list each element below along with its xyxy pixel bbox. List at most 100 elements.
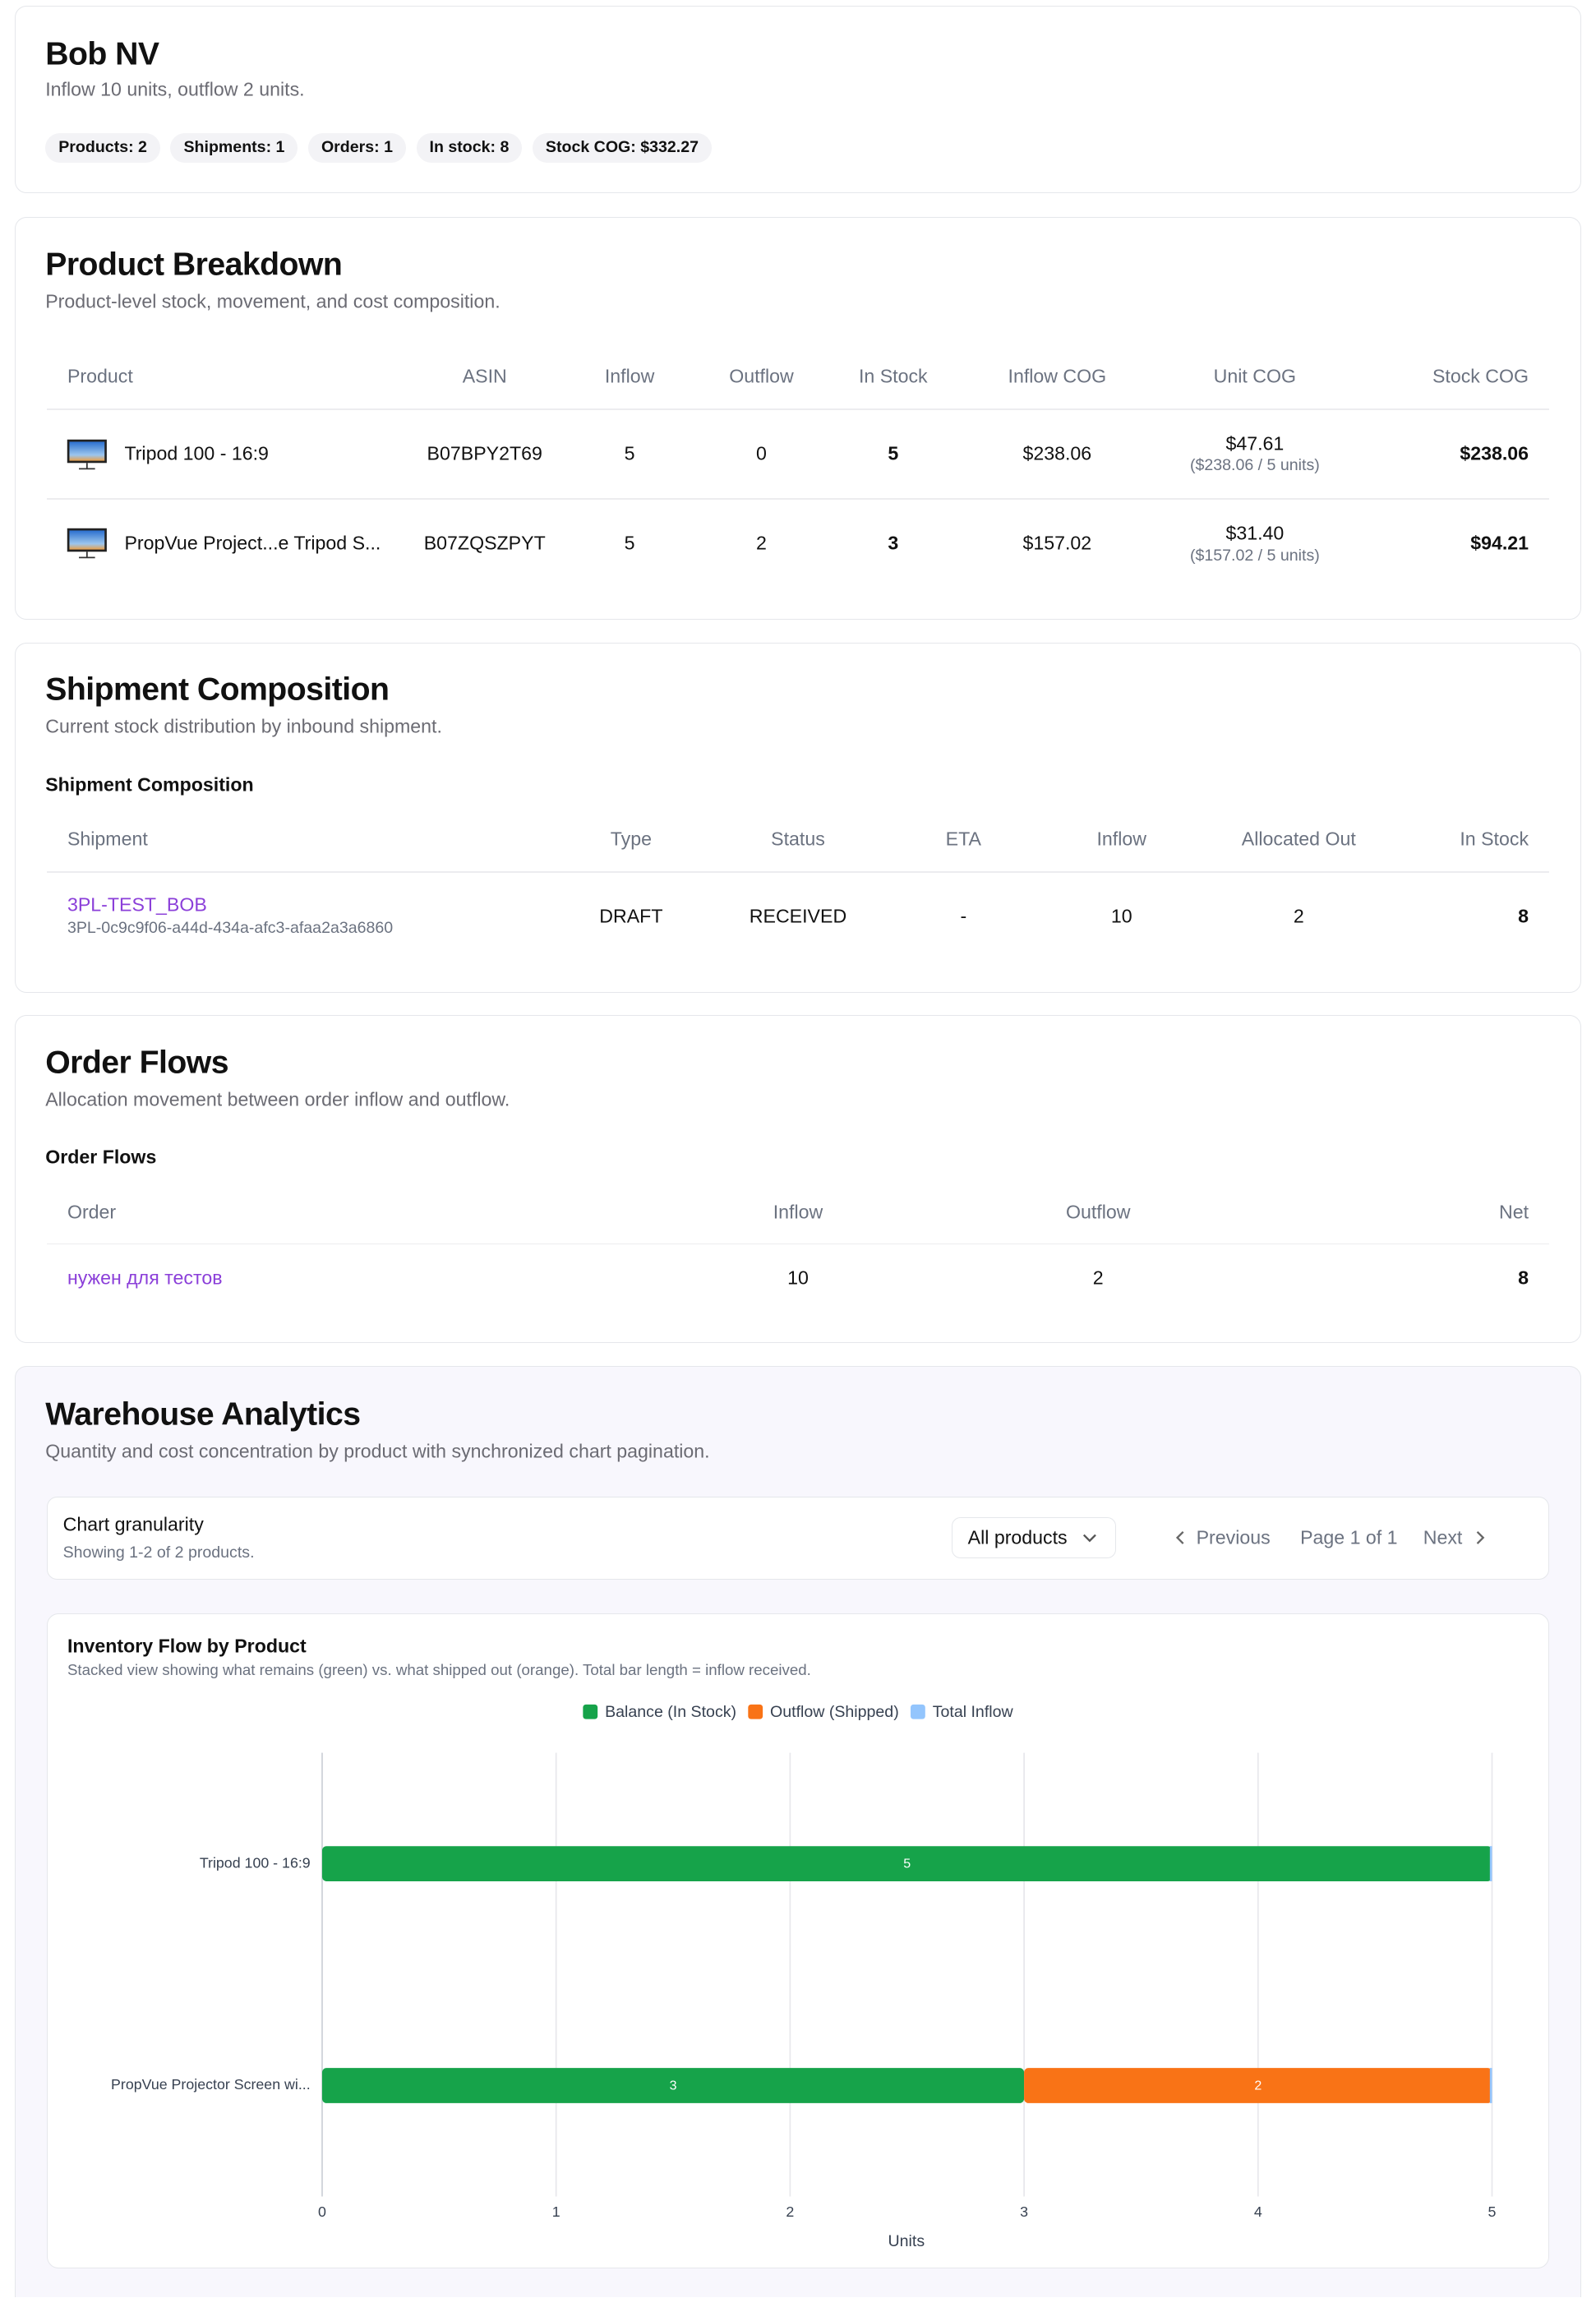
badge: Shipments: 1 [170,133,298,163]
x-tick-label: 0 [318,2203,326,2220]
column-header: ETA [945,828,981,850]
chevron-left [1175,1530,1184,1544]
badge: Stock COG: $332.27 [532,133,713,163]
y-tick-label: Tripod 100 - 16:9 [200,1854,311,1871]
column-header: Shipment [67,828,148,850]
column-header: Outflow [729,365,794,387]
cell: 5 [888,442,899,464]
column-header: Net [1498,1201,1529,1223]
divider [47,408,1549,410]
column-header: Stock COG [1432,365,1529,387]
column-header: ASIN [462,365,507,387]
divider [47,497,1549,500]
cell: 2 [756,532,767,554]
chart-subtitle: Stacked view showing what remains (green… [67,1661,811,1678]
section-title: Order Flows [45,1045,228,1081]
shipment-link[interactable]: 3PL-TEST_BOB [67,893,207,916]
column-header: Status [771,828,825,850]
column-header: Inflow [773,1201,823,1223]
cell: $157.02 [1022,532,1092,554]
bar-segment [321,1846,1492,1881]
controls-info: Showing 1-2 of 2 products. [62,1544,255,1562]
bar-segment [1024,2068,1492,2103]
chart-card [47,1613,1549,2268]
cell: 0 [756,442,767,464]
column-header: Unit COG [1213,365,1297,387]
column-header: Inflow COG [1008,365,1107,387]
product-thumbnail [67,439,108,470]
cell: 2 [1092,1267,1104,1289]
section-subtitle: Current stock distribution by inbound sh… [45,715,442,737]
column-header: In Stock [1460,828,1529,850]
column-header: Inflow [1096,828,1146,850]
x-tick-label: 3 [1020,2203,1028,2220]
badge: Orders: 1 [307,133,407,163]
column-header: Type [610,828,652,850]
cell: Tripod 100 - 16:9 [124,442,269,464]
divider [47,1243,1549,1245]
y-tick-label: PropVue Projector Screen wi... [111,2076,311,2093]
badge: Products: 2 [45,133,160,163]
table-heading: Order Flows [45,1145,157,1167]
cell: PropVue Project...e Tripod S... [124,532,381,554]
total-inflow-mark [1489,1846,1492,1881]
column-header: Outflow [1065,1201,1131,1223]
cell-detail: ($238.06 / 5 units) [1189,455,1320,474]
legend-label: Balance (In Stock) [605,1703,736,1721]
legend-swatch [910,1704,925,1719]
section-subtitle: Quantity and cost concentration by produ… [45,1440,710,1462]
next-button[interactable]: Next [1423,1526,1463,1548]
product-filter[interactable] [952,1516,1116,1558]
cell-detail: ($157.02 / 5 units) [1189,547,1320,565]
x-tick-label: 5 [1488,2203,1497,2220]
x-axis-label: Units [888,2232,925,2250]
column-header: Inflow [604,365,655,387]
data-label: 3 [670,2079,677,2093]
cell: 5 [624,442,635,464]
cell: - [960,905,967,927]
previous-button[interactable]: Previous [1196,1526,1271,1548]
cell: 8 [1518,1267,1529,1289]
subtitle: Inflow 10 units, outflow 2 units. [45,78,305,100]
controls-panel [47,1496,1549,1580]
x-tick-label: 2 [786,2203,794,2220]
title: Bob NV [45,36,159,72]
section-title: Product Breakdown [45,247,343,283]
badge: In stock: 8 [416,133,523,163]
column-header: Allocated Out [1241,828,1356,850]
total-inflow-mark [1489,2068,1492,2103]
shipment-id: 3PL-0c9c9f06-a44d-434a-afc3-afaa2a3a6860 [67,918,394,937]
table-heading: Shipment Composition [45,773,254,796]
cell: $31.40 [1225,521,1285,543]
legend-swatch [583,1704,598,1719]
column-header: Order [67,1201,117,1223]
shipment-card [14,643,1582,993]
column-header: Product [67,365,133,387]
cell: B07BPY2T69 [427,442,542,464]
section-title: Shipment Composition [45,671,390,708]
orders-card [14,1014,1582,1343]
legend-label: Total Inflow [933,1703,1014,1721]
cell: 8 [1518,905,1529,927]
controls-label: Chart granularity [62,1513,204,1535]
badges: Products: 2 Shipments: 1 Orders: 1 In st… [45,133,713,163]
column-header: In Stock [858,365,928,387]
legend-swatch [748,1704,763,1719]
cell: 10 [787,1267,809,1289]
chart-title: Inventory Flow by Product [67,1635,307,1656]
order-link[interactable]: нужен для тестов [67,1267,223,1289]
cell: 3 [888,532,899,554]
chevron-right [1476,1530,1485,1544]
filter-value: All products [967,1526,1068,1548]
data-label: 5 [903,1857,911,1871]
cell: RECEIVED [749,905,847,927]
cell: DRAFT [599,905,663,927]
chevron-down [1082,1534,1096,1542]
cell: $238.06 [1460,442,1529,464]
x-tick-label: 1 [552,2203,560,2220]
cell: 2 [1293,905,1304,927]
product-card [14,216,1582,620]
cell: B07ZQSZPYT [423,532,546,554]
